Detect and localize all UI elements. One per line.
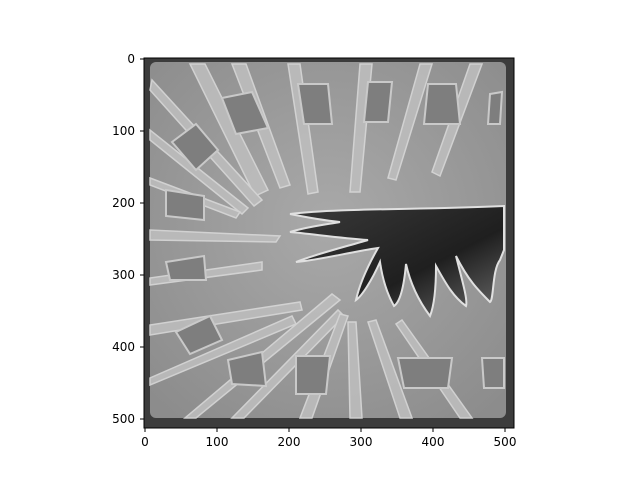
y-axis: 0 100 200 300 400 500: [112, 52, 144, 426]
x-tick-label: 500: [494, 435, 517, 449]
x-tick-label: 200: [278, 435, 301, 449]
y-tick-label: 300: [112, 268, 135, 282]
plot-frame: [143, 57, 515, 429]
y-tick-label: 400: [112, 340, 135, 354]
x-tick-label: 300: [350, 435, 373, 449]
y-tick-label: 0: [127, 52, 135, 66]
y-tick-label: 500: [112, 412, 135, 426]
y-tick-label: 100: [112, 124, 135, 138]
image-content: [144, 58, 514, 428]
x-tick-label: 0: [141, 435, 149, 449]
x-tick-label: 100: [206, 435, 229, 449]
x-tick-label: 400: [422, 435, 445, 449]
x-axis: 0 100 200 300 400 500: [141, 428, 516, 449]
y-tick-label: 200: [112, 196, 135, 210]
